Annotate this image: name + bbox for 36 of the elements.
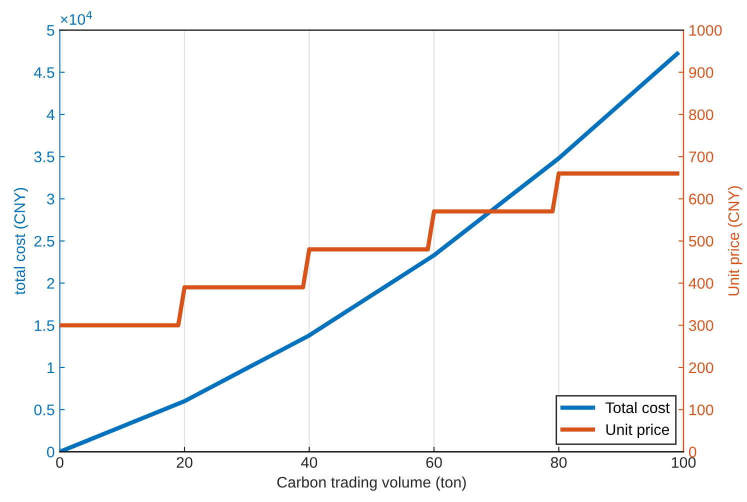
x-tick-label: 100 (672, 457, 696, 468)
y-tick-label: 3 (46, 194, 54, 204)
y2-tick-label: 100 (690, 404, 714, 416)
y2-tick-label: 400 (688, 278, 714, 289)
y-tick-label: 4.5 (34, 67, 54, 78)
x-tick-label: 20 (176, 457, 192, 468)
x-tick-label: 80 (550, 457, 567, 468)
y-tick-label: 1 (48, 362, 54, 373)
x-tick-label: 40 (301, 457, 318, 468)
y2-tick-label: 0 (688, 446, 696, 458)
y-tick-label: 0.5 (34, 404, 54, 416)
text: ×10$^{4}$ (60, 11, 92, 25)
y2-tick-label: 700 (689, 151, 714, 162)
legend-label: Total cost (606, 402, 670, 414)
y2-tick-label: 600 (689, 194, 714, 204)
line-series (60, 52, 680, 452)
y-tick-label: 1.5 (34, 320, 54, 331)
x-tick-label: 60 (426, 457, 442, 468)
y2-tick-label: 1000 (690, 24, 722, 36)
y-axis-title: total cost (CNY) (14, 188, 28, 295)
y-tick-label: 0 (47, 446, 54, 458)
y2-tick-label: 500 (688, 236, 714, 247)
y2-tick-label: 900 (689, 67, 714, 78)
legend-label: Unit price (606, 424, 670, 438)
line-series (60, 171, 680, 328)
x-axis-title: Carbon trading volume (ton) (277, 476, 466, 491)
y-tick-label: 2 (47, 278, 54, 289)
y2-tick-label: 800 (689, 109, 714, 120)
y2-tick-label: 200 (689, 362, 714, 374)
y-tick-label: 2.5 (34, 236, 54, 247)
y-tick-label: 5 (47, 25, 54, 36)
y2-axis-title: Unit price (CNY) (728, 186, 742, 296)
y-tick-label: 4 (46, 109, 54, 120)
y2-tick-label: 300 (688, 320, 714, 331)
x-tick-label: 0 (56, 457, 64, 468)
y-tick-label: 3.5 (34, 151, 54, 162)
